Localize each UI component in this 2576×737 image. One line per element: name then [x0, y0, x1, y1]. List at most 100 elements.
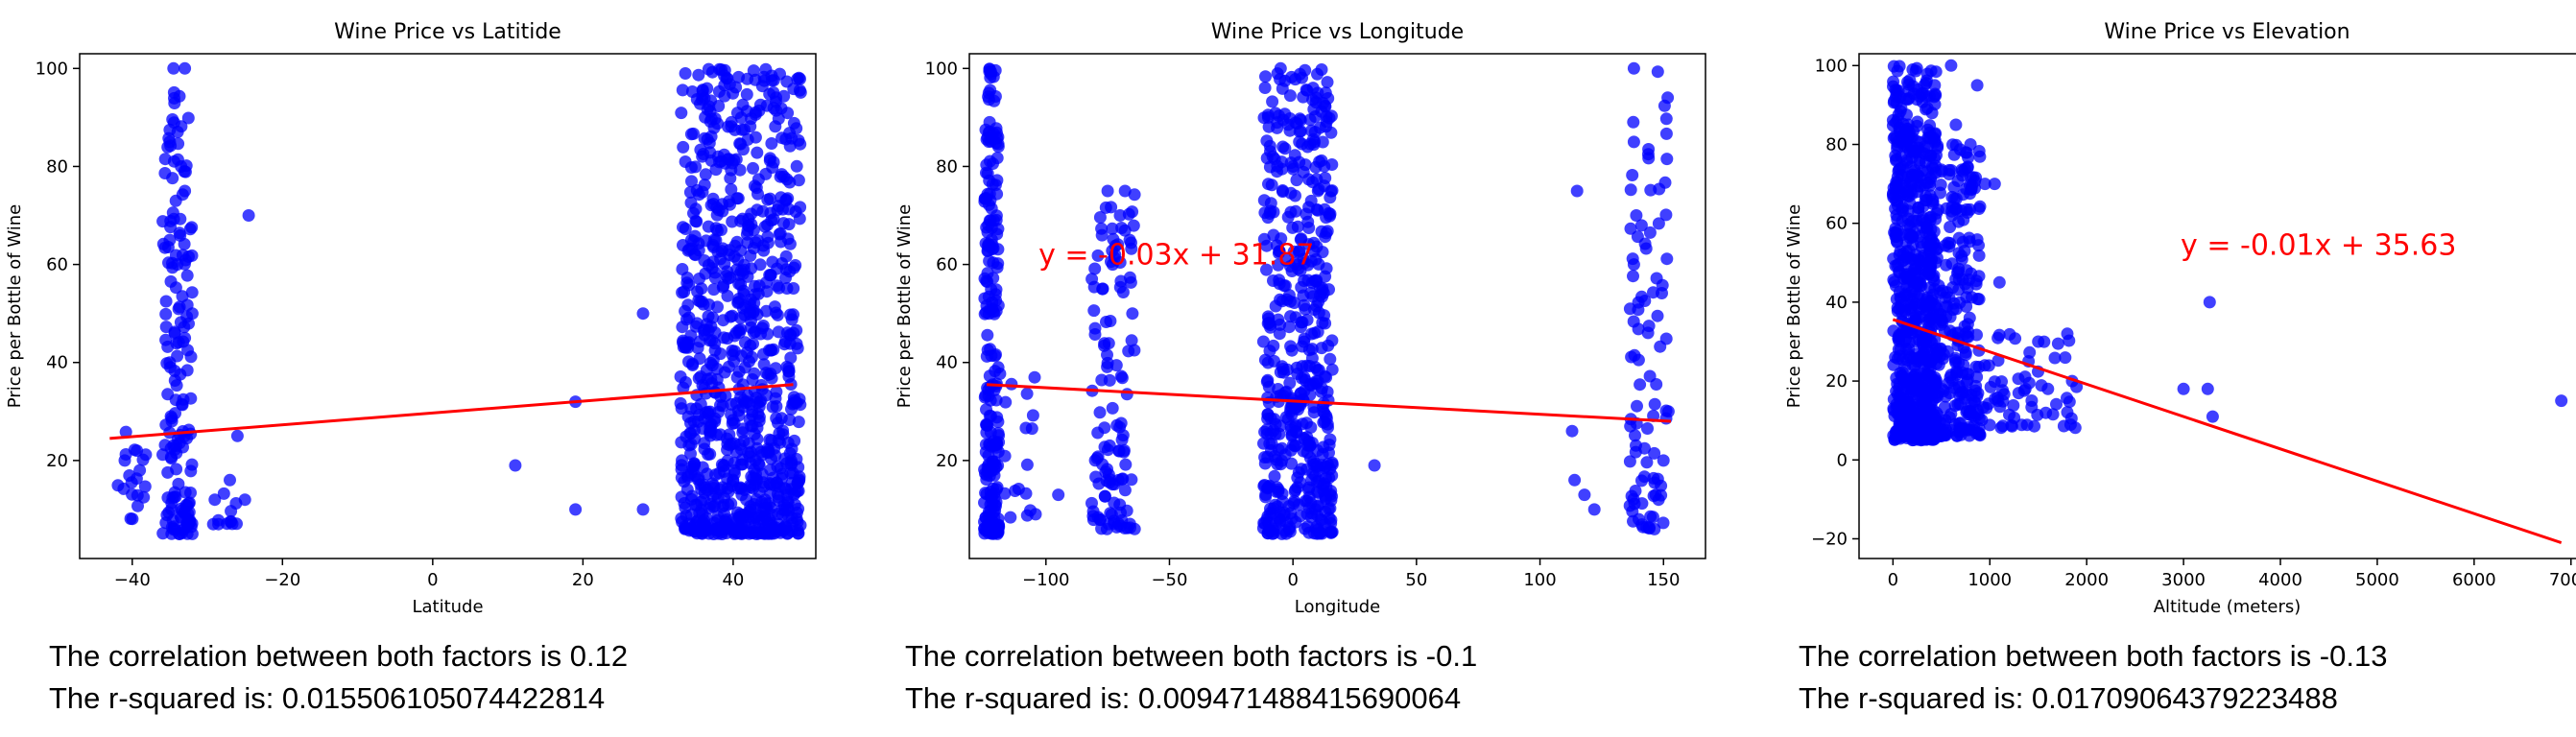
data-point	[675, 471, 688, 485]
data-point	[180, 269, 194, 282]
data-point	[698, 487, 711, 500]
data-point	[984, 71, 997, 84]
y-tick-label: 40	[46, 353, 68, 373]
data-point	[185, 249, 199, 262]
data-point	[1118, 484, 1132, 497]
data-point	[1311, 86, 1324, 100]
data-point	[159, 307, 173, 321]
data-point	[751, 433, 764, 445]
x-tick-label: 6000	[2452, 570, 2496, 590]
data-point	[766, 255, 779, 269]
data-point	[1659, 208, 1673, 222]
data-point	[1294, 125, 1307, 138]
data-point	[133, 464, 147, 477]
data-point	[1947, 180, 1961, 194]
data-point	[981, 328, 994, 342]
data-point	[987, 214, 1000, 227]
data-point	[1103, 476, 1116, 489]
data-point	[1965, 388, 1978, 401]
data-point	[727, 354, 741, 368]
data-point	[1888, 226, 1901, 239]
data-point	[1920, 352, 1933, 366]
data-point	[734, 311, 748, 324]
data-point	[745, 112, 758, 126]
data-point	[791, 515, 804, 529]
data-point	[238, 493, 251, 507]
data-point	[749, 131, 762, 144]
data-point	[1312, 364, 1325, 377]
data-point	[679, 155, 692, 168]
data-point	[783, 414, 797, 426]
data-point	[1887, 59, 1900, 73]
data-point	[2201, 382, 2214, 395]
data-point	[764, 269, 777, 282]
data-point	[751, 187, 764, 201]
data-point	[1024, 504, 1037, 517]
data-point	[1902, 84, 1916, 98]
x-tick-label: 2000	[2064, 570, 2109, 590]
data-point	[185, 221, 199, 234]
data-point	[989, 349, 1002, 363]
data-point	[772, 112, 785, 126]
data-point	[981, 464, 994, 478]
data-point	[1120, 388, 1133, 401]
data-point	[1897, 377, 1911, 391]
data-point	[1091, 249, 1105, 262]
data-point	[1368, 459, 1381, 472]
data-point	[2007, 399, 2020, 412]
data-point	[1090, 452, 1104, 464]
data-point	[1652, 217, 1665, 230]
data-point	[1114, 369, 1128, 383]
data-point	[1658, 176, 1672, 189]
data-point	[717, 331, 730, 345]
data-point	[1889, 202, 1902, 215]
data-point	[1100, 522, 1113, 535]
data-point	[1317, 405, 1330, 418]
data-point	[1122, 345, 1135, 358]
data-point	[1909, 373, 1922, 386]
data-point	[1906, 168, 1919, 181]
data-point	[676, 83, 689, 97]
data-point	[1896, 324, 1910, 338]
data-point	[225, 505, 238, 518]
data-point	[1964, 138, 1977, 151]
data-point	[702, 407, 715, 420]
x-tick-label: −100	[1022, 570, 1069, 590]
data-point	[1019, 421, 1033, 435]
data-point	[1263, 345, 1276, 358]
data-point	[1325, 489, 1339, 503]
data-point	[1944, 59, 1958, 72]
data-point	[1279, 411, 1293, 424]
data-point	[1303, 137, 1317, 151]
data-point	[179, 331, 192, 345]
data-point	[168, 325, 181, 339]
data-point	[1931, 242, 1944, 255]
data-point	[1263, 160, 1276, 174]
data-point	[1283, 89, 1297, 103]
data-point	[1659, 127, 1673, 140]
data-point	[1108, 496, 1121, 510]
data-point	[772, 416, 784, 430]
data-point	[1565, 424, 1579, 438]
y-tick-label: 80	[46, 156, 68, 177]
data-point	[1284, 401, 1298, 415]
data-point	[1285, 70, 1299, 83]
data-point	[1950, 429, 1964, 442]
data-point	[178, 506, 191, 519]
data-point	[1088, 321, 1102, 335]
data-point	[1278, 107, 1292, 121]
data-point	[1634, 378, 1647, 392]
data-point	[765, 344, 778, 357]
data-point	[702, 448, 715, 461]
data-point	[1578, 488, 1591, 502]
data-point	[1894, 126, 1907, 139]
data-point	[765, 137, 778, 150]
data-point	[2008, 411, 2021, 424]
data-point	[1887, 80, 1899, 93]
data-point	[1643, 522, 1656, 535]
data-point	[1568, 473, 1582, 487]
data-point	[707, 233, 721, 247]
data-point	[1310, 520, 1324, 534]
data-point	[1289, 311, 1302, 324]
data-point	[1910, 260, 1923, 273]
